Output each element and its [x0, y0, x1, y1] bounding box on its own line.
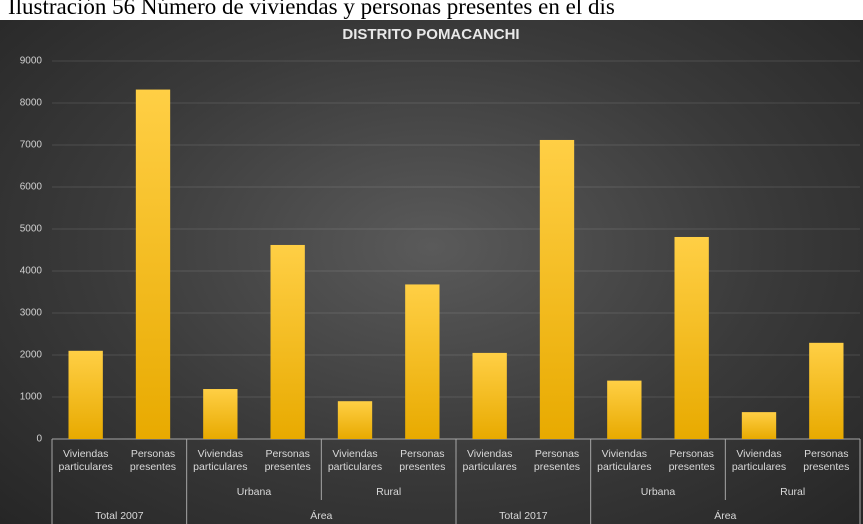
- y-tick-label: 9000: [20, 56, 43, 67]
- x-tick-label: Personas presentes: [264, 448, 311, 473]
- subgroup-label: Urbana: [640, 486, 676, 498]
- x-tick-label: Personas presentes: [533, 448, 581, 473]
- subgroup-label: Rural: [780, 486, 806, 498]
- bar: [607, 380, 642, 439]
- bar: [741, 412, 777, 439]
- x-tick-label: Viviendas particulares: [58, 448, 113, 473]
- chart: DISTRITO POMACANCHI 0 1000 2000 3000 4000 500…: [20, 26, 861, 524]
- y-tick-label: 1000: [20, 392, 43, 403]
- x-tick-label: Viviendas particulares: [327, 448, 383, 473]
- group-label: Total 2007: [95, 510, 144, 522]
- y-tick-label: 4000: [20, 266, 43, 277]
- group-label: Total 2017: [499, 510, 548, 522]
- x-tick-label: Viviendas particulares: [597, 448, 652, 473]
- x-tick-label: Personas presentes: [129, 448, 177, 473]
- bar: [674, 236, 709, 439]
- bar: [539, 139, 575, 439]
- x-tick-label: Viviendas particulares: [193, 448, 248, 473]
- bar: [472, 352, 507, 439]
- bar: [337, 401, 373, 439]
- bar: [809, 342, 844, 439]
- y-tick-label: 0: [36, 434, 42, 445]
- y-tick-label: 7000: [20, 140, 43, 151]
- group-label: Área: [714, 510, 737, 522]
- x-tick-label: Viviendas particulares: [731, 448, 787, 473]
- y-tick-label: 3000: [20, 308, 43, 319]
- x-tick-label: Viviendas particulares: [462, 448, 517, 473]
- bar: [270, 244, 305, 439]
- y-tick-label: 8000: [20, 98, 43, 109]
- group-label: Área: [310, 510, 333, 522]
- x-tick-label: Personas presentes: [399, 448, 446, 473]
- bar: [68, 350, 103, 439]
- bar: [405, 284, 440, 439]
- bar: [203, 389, 238, 439]
- subgroup-label: Rural: [376, 486, 402, 498]
- chart-area: DISTRITO POMACANCHI 0 1000 2000 3000 4000 500…: [0, 20, 863, 524]
- y-tick-label: 2000: [20, 350, 43, 361]
- x-tick-label: Personas presentes: [803, 448, 850, 473]
- bar: [135, 89, 171, 439]
- y-tick-label: 6000: [20, 182, 43, 193]
- caption: Ilustración 56 Número de viviendas y per…: [8, 0, 615, 19]
- chart-title: DISTRITO POMACANCHI: [342, 26, 519, 43]
- subgroup-label: Urbana: [236, 486, 272, 498]
- y-tick-label: 5000: [20, 224, 43, 235]
- x-tick-label: Personas presentes: [668, 448, 715, 473]
